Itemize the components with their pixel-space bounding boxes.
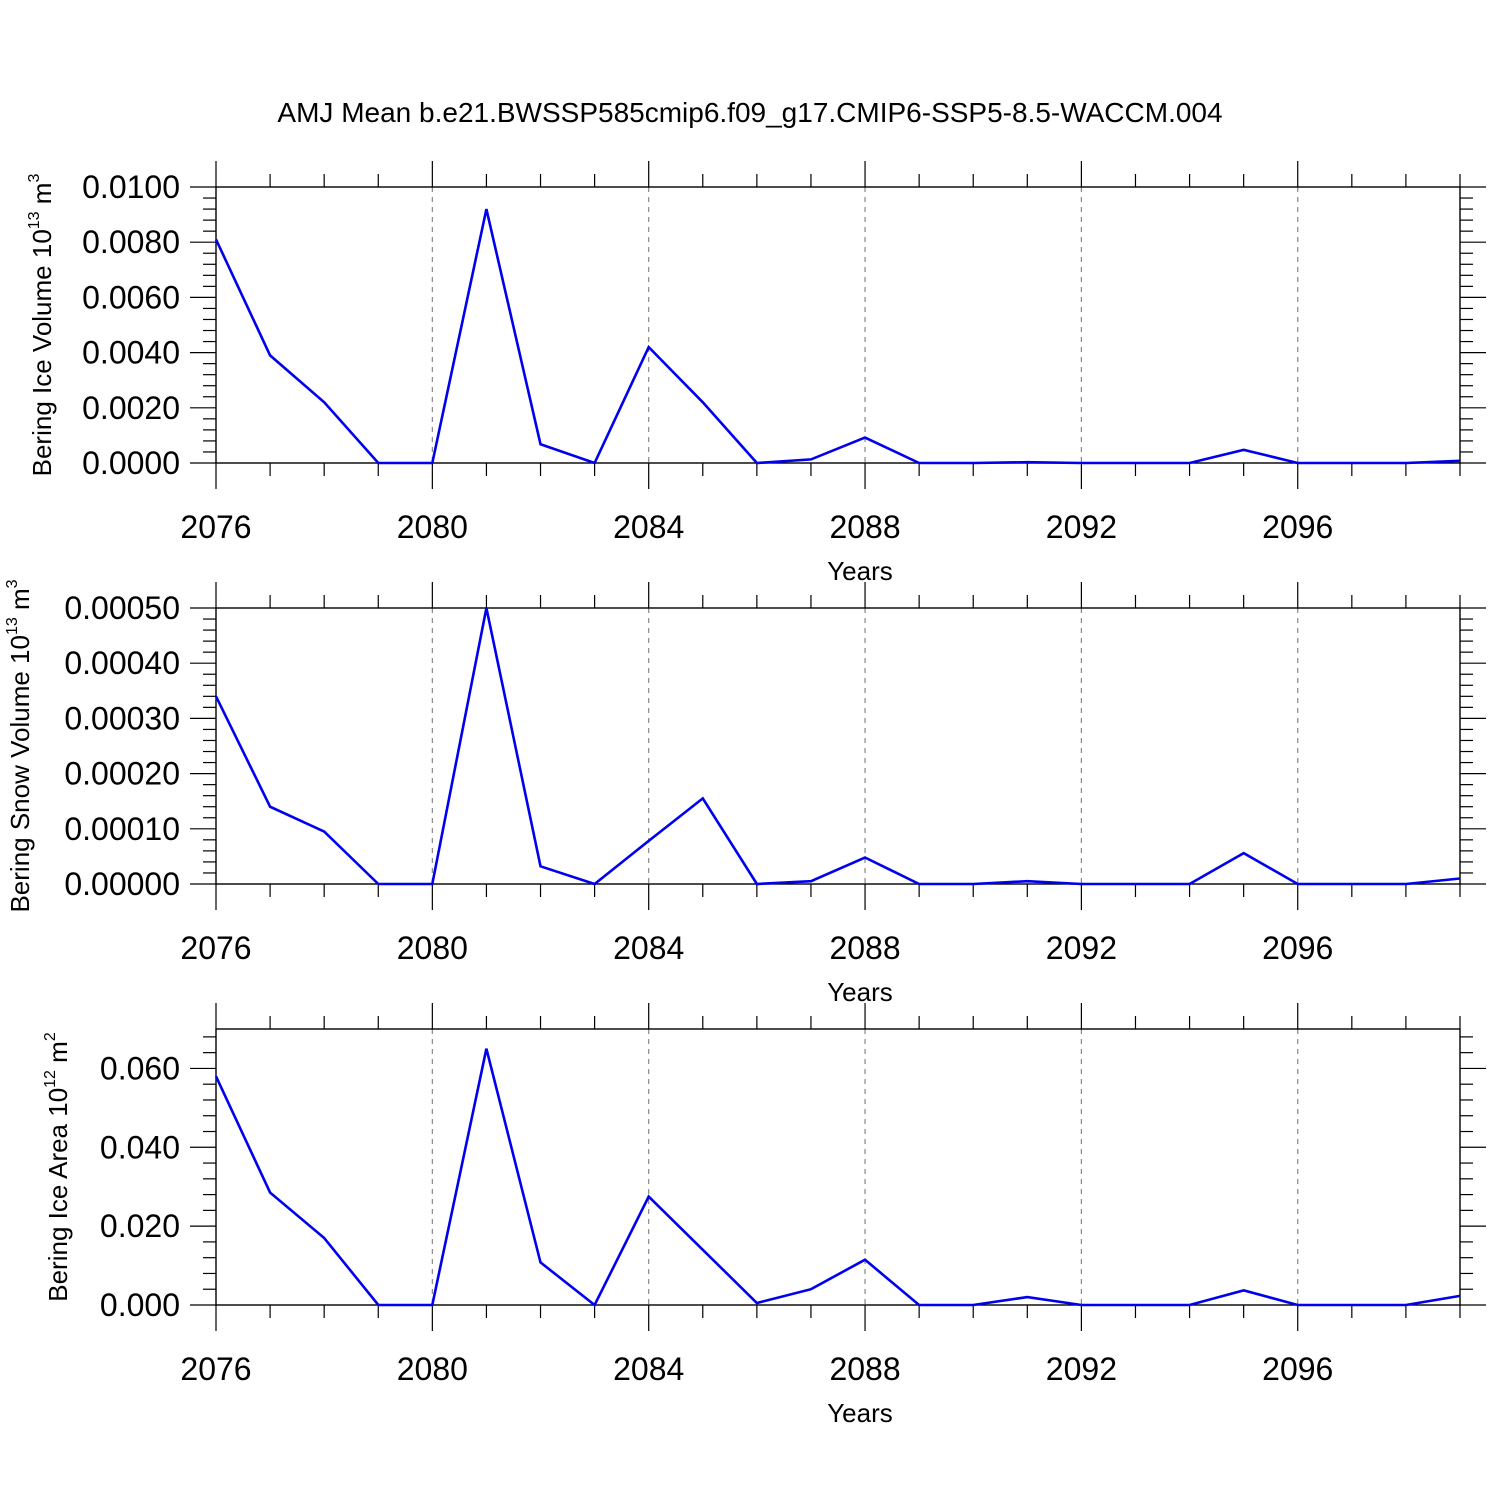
y-tick-label: 0.020: [100, 1208, 180, 1244]
y-tick-label: 0.00050: [64, 590, 180, 626]
x-tick-label: 2092: [1046, 930, 1117, 966]
x-tick-label: 2076: [180, 509, 251, 545]
series-line-1: [214, 208, 1461, 465]
x-tick-label: 2084: [613, 1351, 684, 1387]
series-line-3: [214, 1048, 1461, 1308]
plot-frame: [215, 607, 1461, 885]
chart-panel-3: 0.000 0.020 0.040 0.060 2076 2080 2084 2088 2092…: [42, 1003, 1486, 1428]
x-tick-label: 2080: [397, 509, 468, 545]
x-axis-title: Years: [827, 1398, 893, 1428]
chart-panel-1: 0.0000 0.0020 0.0040 0.0060 0.0080 0.0100 2076…: [26, 161, 1486, 586]
series-line-2: [214, 607, 1461, 886]
x-tick-label: 2084: [613, 509, 684, 545]
y-tick-label: 0.0000: [82, 445, 180, 481]
y-tick-label: 0.00040: [64, 645, 180, 681]
y-tick-label: 0.00020: [64, 756, 180, 792]
y-axis-title: Bering Snow Volume 1013 m3: [4, 579, 35, 912]
y-tick-label: 0.0080: [82, 224, 180, 260]
x-tick-label: 2092: [1046, 509, 1117, 545]
y-axis-title: Bering Ice Area 1012 m2: [42, 1032, 73, 1302]
x-tick-label: 2088: [829, 1351, 900, 1387]
plot-frame: [215, 1028, 1461, 1306]
x-tick-label: 2096: [1262, 509, 1333, 545]
x-tick-label: 2080: [397, 930, 468, 966]
x-tick-label: 2088: [829, 509, 900, 545]
x-tick-label: 2076: [180, 1351, 251, 1387]
y-tick-label: 0.0040: [82, 335, 180, 371]
x-tick-label: 2088: [829, 930, 900, 966]
y-tick-label: 0.0060: [82, 279, 180, 315]
x-axis-title: Years: [827, 977, 893, 1007]
x-tick-label: 2076: [180, 930, 251, 966]
y-tick-label: 0.000: [100, 1287, 180, 1323]
y-axis-title: Bering Ice Volume 1013 m3: [26, 174, 57, 477]
x-tick-label: 2080: [397, 1351, 468, 1387]
x-tick-label: 2096: [1262, 1351, 1333, 1387]
chart-title: AMJ Mean b.e21.BWSSP585cmip6.f09_g17.CMI…: [277, 97, 1222, 128]
y-tick-label: 0.00030: [64, 700, 180, 736]
x-tick-label: 2096: [1262, 930, 1333, 966]
x-axis-title: Years: [827, 556, 893, 586]
y-tick-label: 0.0020: [82, 390, 180, 426]
x-tick-label: 2092: [1046, 1351, 1117, 1387]
y-tick-label: 0.00010: [64, 811, 180, 847]
y-tick-label: 0.00000: [64, 866, 180, 902]
y-tick-label: 0.060: [100, 1050, 180, 1086]
x-tick-label: 2084: [613, 930, 684, 966]
plot-frame: [215, 186, 1461, 464]
y-tick-label: 0.040: [100, 1129, 180, 1165]
chart-panel-2: 0.00000 0.00010 0.00020 0.00030 0.00040 0.000…: [4, 579, 1486, 1007]
y-tick-label: 0.0100: [82, 169, 180, 205]
